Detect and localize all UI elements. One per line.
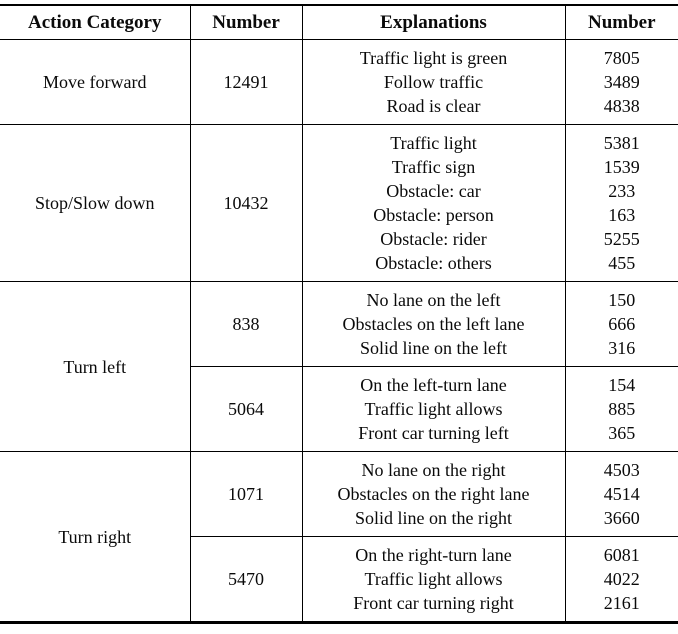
explanation-number: 5381 bbox=[603, 133, 640, 153]
explanation-number: 4514 bbox=[603, 484, 640, 504]
explanation-number: 365 bbox=[608, 423, 636, 443]
explanation-label: Obstacles on the left lane bbox=[342, 314, 525, 334]
category-number-cell: 5470 bbox=[189, 536, 302, 623]
explanation-numbers-cell: 7805 3489 4838 bbox=[564, 39, 678, 125]
explanations-cell: On the right-turn lane Traffic light allo… bbox=[301, 536, 565, 623]
explanation-label: Solid line on the right bbox=[355, 508, 512, 528]
action-category-cell: Turn right bbox=[0, 451, 190, 623]
explanation-number: 3489 bbox=[603, 72, 640, 92]
explanation-number: 4838 bbox=[603, 96, 640, 116]
table-header: Action Category Number Explanations Numb… bbox=[0, 5, 678, 40]
explanations-cell: No lane on the left Obstacles on the left… bbox=[301, 281, 565, 367]
explanation-number: 316 bbox=[608, 338, 636, 358]
table-row: Turn right 1071 No lane on the right Obstac… bbox=[0, 451, 678, 623]
explanation-number: 233 bbox=[608, 181, 636, 201]
explanations-cell: On the left-turn lane Traffic light allow… bbox=[301, 366, 565, 452]
explanation-number: 7805 bbox=[603, 48, 640, 68]
explanation-label: Road is clear bbox=[386, 96, 481, 116]
explanation-numbers-cell: 6081 4022 2161 bbox=[564, 536, 678, 623]
explanation-label: Front car turning right bbox=[353, 593, 514, 613]
table-row: Turn left 838 No lane on the left Obstacles… bbox=[0, 281, 678, 452]
header-action-category: Action Category bbox=[0, 5, 190, 40]
category-number-cell: 838 bbox=[189, 281, 302, 367]
explanation-numbers-cell: 4503 4514 3660 bbox=[564, 451, 678, 537]
explanation-number: 885 bbox=[608, 399, 636, 419]
header-number-1: Number bbox=[189, 5, 302, 40]
explanation-numbers-cell: 5381 1539 233 163 5255 455 bbox=[564, 124, 678, 282]
explanation-label: Obstacle: car bbox=[386, 181, 481, 201]
explanation-label: Follow traffic bbox=[383, 72, 484, 92]
action-category-table: Action Category Number Explanations Numb… bbox=[0, 4, 678, 624]
explanation-number: 150 bbox=[608, 290, 636, 310]
action-category-cell: Stop/Slow down bbox=[0, 124, 190, 282]
explanation-number: 6081 bbox=[603, 545, 640, 565]
explanation-label: Obstacle: rider bbox=[380, 229, 487, 249]
category-number-cell: 12491 bbox=[189, 39, 302, 125]
explanations-cell: Traffic light Traffic sign Obstacle: car Ob… bbox=[301, 124, 565, 282]
explanation-number: 3660 bbox=[603, 508, 640, 528]
explanation-number: 4503 bbox=[603, 460, 640, 480]
action-category-cell: Turn left bbox=[0, 281, 190, 452]
explanation-label: On the left-turn lane bbox=[360, 375, 507, 395]
explanation-label: Obstacles on the right lane bbox=[337, 484, 530, 504]
explanation-label: Solid line on the left bbox=[360, 338, 507, 358]
explanation-number: 2161 bbox=[603, 593, 640, 613]
explanation-number: 154 bbox=[608, 375, 636, 395]
table-row: Stop/Slow down 10432 Traffic light Traffic … bbox=[0, 124, 678, 282]
explanation-label: Traffic light is green bbox=[359, 48, 508, 68]
header-row: Action Category Number Explanations Numb… bbox=[0, 5, 678, 40]
explanation-label: Traffic light allows bbox=[364, 399, 503, 419]
explanation-number: 1539 bbox=[603, 157, 640, 177]
explanation-label: Front car turning left bbox=[358, 423, 509, 443]
table-body: Move forward 12491 Traffic light is green F… bbox=[0, 39, 678, 623]
explanations-cell: Traffic light is green Follow traffic Road… bbox=[301, 39, 565, 125]
explanation-label: Traffic sign bbox=[391, 157, 476, 177]
explanation-label: No lane on the left bbox=[366, 290, 501, 310]
explanation-label: On the right-turn lane bbox=[355, 545, 512, 565]
explanation-label: Obstacle: person bbox=[373, 205, 494, 225]
header-number-2: Number bbox=[564, 5, 678, 40]
explanation-number: 666 bbox=[608, 314, 636, 334]
table-row: 5064 On the left-turn lane Traffic light a… bbox=[0, 366, 678, 452]
explanation-numbers-cell: 150 666 316 bbox=[564, 281, 678, 367]
action-category-cell: Move forward bbox=[0, 39, 190, 125]
table-row: Move forward 12491 Traffic light is green F… bbox=[0, 39, 678, 125]
explanation-label: No lane on the right bbox=[361, 460, 506, 480]
explanation-number: 4022 bbox=[603, 569, 640, 589]
explanations-cell: No lane on the right Obstacles on the rig… bbox=[301, 451, 565, 537]
category-number-cell: 10432 bbox=[189, 124, 302, 282]
explanation-number: 5255 bbox=[603, 229, 640, 249]
explanation-numbers-cell: 154 885 365 bbox=[564, 366, 678, 452]
explanation-label: Traffic light bbox=[390, 133, 477, 153]
category-number-cell: 1071 bbox=[189, 451, 302, 537]
explanation-label: Obstacle: others bbox=[375, 253, 492, 273]
category-number-cell: 5064 bbox=[189, 366, 302, 452]
header-explanations: Explanations bbox=[301, 5, 565, 40]
explanation-number: 163 bbox=[608, 205, 636, 225]
explanation-label: Traffic light allows bbox=[364, 569, 503, 589]
explanation-number: 455 bbox=[608, 253, 636, 273]
table-row: 5470 On the right-turn lane Traffic light … bbox=[0, 536, 678, 623]
